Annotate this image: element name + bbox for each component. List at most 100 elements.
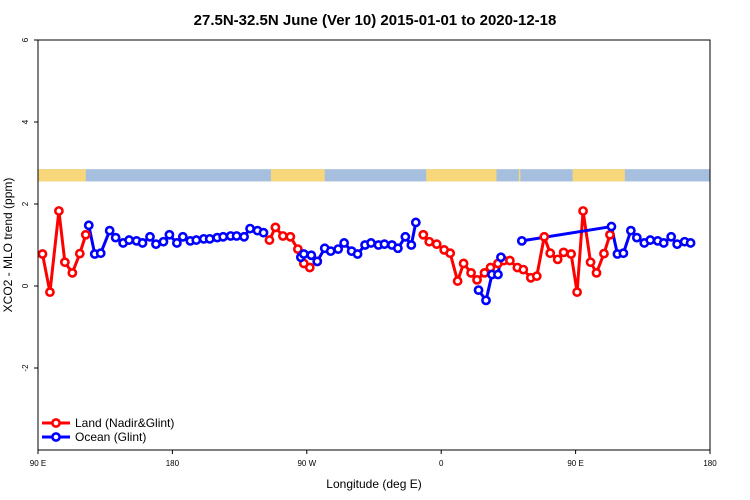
ocean-glint-point [298,249,309,259]
land-band-segment [518,169,521,182]
land-nadir-glint-point [67,267,78,278]
legend-swatch-marker [51,418,61,428]
land-band-segment [270,169,325,182]
land-nadir-glint-point [531,271,542,282]
y-tick-label: 6 [21,37,30,42]
ocean-glint-point [164,229,175,240]
x-tick-label: 0 [439,459,444,468]
land-nadir-glint-point [572,287,582,298]
land-nadir-glint-point [578,206,588,216]
ocean-glint-point [177,231,188,242]
land-nadir-glint-point [605,229,615,240]
land-nadir-glint-point [545,248,556,259]
ocean-glint-point [496,252,506,263]
land-nadir-glint-point [45,287,55,298]
ocean-glint-point [410,217,421,228]
land-nadir-glint-point [585,257,596,268]
land-nadir-glint-point [80,229,91,240]
x-tick-label: 180 [703,459,717,468]
x-axis-label: Longitude (deg E) [326,477,421,491]
x-tick-label: 90 E [30,459,46,468]
ocean-glint-point [625,225,636,236]
land-nadir-glint-point [445,248,456,259]
ocean-glint-point [352,249,363,259]
series-points [37,206,696,306]
ocean-band [38,169,710,182]
land-nadir-glint-point [591,267,602,278]
ocean-glint-point [339,238,350,248]
land-nadir-glint-point [558,247,569,258]
surface-band [38,169,710,182]
ocean-glint-point [333,244,344,254]
ocean-glint-point [666,231,677,242]
y-tick-label: 0 [21,283,30,288]
ocean-glint-point [672,239,683,250]
ocean-glint-point [245,223,255,234]
ocean-glint-point [171,238,182,248]
ocean-glint-point [658,238,669,248]
land-band-segment [426,169,497,182]
land-nadir-glint-point [424,236,435,247]
legend: Land (Nadir&Glint)Ocean (Glint) [42,416,174,444]
land-nadir-glint-point [472,274,482,285]
land-nadir-glint-point [278,231,288,241]
ocean-glint-point [258,227,269,238]
land-nadir-glint-point [74,248,85,259]
series-lines [41,209,691,302]
legend-item-land-nadir-glint: Land (Nadir&Glint) [42,416,174,430]
ocean-glint-point [124,235,134,245]
ocean-glint-point [95,248,106,259]
land-nadir-glint-point [37,249,48,259]
land-nadir-glint-point [539,231,550,242]
ocean-glint-point [473,285,484,295]
land-nadir-glint-point [466,267,476,278]
land-nadir-glint-point [431,239,442,250]
land-nadir-glint-point [264,235,275,245]
land-nadir-glint-point [304,262,315,273]
ocean-glint-point [400,231,411,242]
ocean-glint-point [83,220,94,231]
ocean-glint-point [481,295,491,306]
ocean-glint-point [137,238,148,248]
land-nadir-glint-point [518,264,529,275]
land-nadir-glint-point [59,257,70,268]
ocean-glint-point [392,243,403,254]
land-nadir-glint-point [552,254,563,265]
ocean-glint-point [685,238,696,248]
ocean-glint-point [110,232,121,243]
land-nadir-glint-point [285,231,296,242]
y-axis-label: XCO2 - MLO trend (ppm) [1,178,15,313]
y-axis: -2 0 2 4 6 [21,37,38,372]
ocean-glint-point [631,232,642,243]
y-tick-label: 2 [21,201,30,206]
legend-label: Land (Nadir&Glint) [75,416,174,430]
land-nadir-glint-point [599,248,609,259]
ocean-glint-point [191,235,202,245]
land-nadir-glint-point [270,222,281,233]
ocean-glint-point [204,233,215,244]
ocean-glint-point [379,239,390,250]
ocean-glint-point [104,225,115,236]
legend-label: Ocean (Glint) [75,430,146,444]
ocean-glint-point [158,236,169,247]
x-tick-label: 90 W [297,459,316,468]
ocean-glint-point [618,248,629,259]
ocean-glint-point [516,235,527,246]
ocean-glint-point [231,231,242,241]
land-nadir-glint-point [292,244,303,254]
ocean-glint-point [325,246,336,257]
ocean-glint-point [406,240,417,250]
land-band-segment [583,169,625,182]
land-nadir-glint-point [504,255,515,266]
land-band-segment [572,169,584,182]
land-nadir-glint-point [452,276,463,286]
ocean-glint-point [493,269,503,280]
ocean-glint-point [606,221,617,232]
x-tick-label: 180 [166,459,180,468]
plot-frame [37,39,711,451]
ocean-glint-point [151,239,161,250]
x-axis: 90 E 180 90 W 0 90 E 180 [30,450,717,468]
ocean-glint-point [239,231,249,242]
x-tick-label: 90 E [567,459,583,468]
